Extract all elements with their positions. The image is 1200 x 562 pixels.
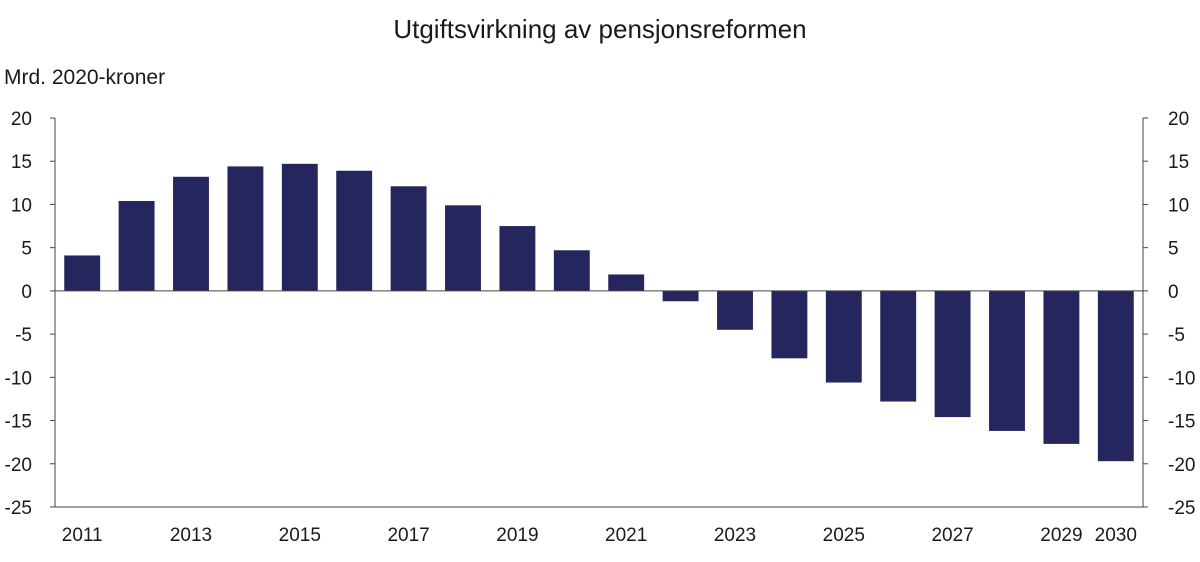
bar-2023	[717, 290, 753, 330]
chart-title: Utgiftsvirkning av pensjonsreformen	[393, 14, 807, 44]
x-ticks: 2011 2013 2015 2017 2019 2021 2023 2025 2027 2029…	[62, 525, 1137, 546]
bar-2021	[608, 274, 645, 291]
bar-2013	[173, 176, 209, 291]
y-tick-label-left: -15	[5, 412, 32, 433]
x-tick-label-2021: 2021	[605, 525, 647, 546]
x-tick-label-2027: 2027	[931, 525, 973, 546]
bar-2017	[390, 186, 427, 291]
x-tick-label-2013: 2013	[170, 525, 212, 546]
y-tick-label-right: 20	[1168, 109, 1189, 130]
y-tick-label-right: 5	[1168, 239, 1179, 260]
bar-2026	[880, 290, 917, 402]
y-tick-label-right: -5	[1168, 325, 1185, 346]
bar-2025	[825, 290, 862, 383]
bar-2030	[1097, 290, 1134, 462]
y-tick-label-right: 0	[1168, 282, 1179, 303]
bars-group	[64, 163, 1134, 462]
y-tick-label-right: -20	[1168, 455, 1195, 476]
x-tick-label-2019: 2019	[496, 525, 538, 546]
bar-2029	[1043, 290, 1080, 444]
x-tick-label-2030: 2030	[1095, 525, 1137, 546]
bar-2020	[553, 250, 590, 291]
y-tick-label-left: 0	[21, 282, 32, 303]
bar-2015	[281, 163, 318, 291]
x-tick-label-2017: 2017	[387, 525, 429, 546]
y-tick-label-left: -10	[5, 368, 32, 389]
y-tick-label-left: -5	[15, 325, 32, 346]
y-tick-label-right: -10	[1168, 368, 1195, 389]
axes-group	[54, 118, 1144, 508]
y-tick-label-right: 10	[1168, 195, 1189, 216]
bar-2014	[227, 166, 264, 291]
y-tick-label-right: -15	[1168, 412, 1195, 433]
y-ticks-left: 20 15 10 5 0 -5 -10 -15 -20 -25	[5, 109, 55, 519]
bar-2027	[934, 290, 971, 418]
x-tick-label-2029: 2029	[1040, 525, 1082, 546]
bar-2011	[64, 255, 101, 291]
y-axis-label: Mrd. 2020-kroner	[4, 66, 166, 89]
x-tick-label-2015: 2015	[279, 525, 321, 546]
bar-2018	[445, 205, 481, 291]
y-tick-label-left: -25	[5, 498, 32, 519]
y-tick-label-left: 10	[11, 195, 32, 216]
x-tick-label-2023: 2023	[714, 525, 756, 546]
y-tick-label-left: 20	[11, 109, 32, 130]
bar-2019	[499, 226, 536, 291]
bar-2012	[118, 200, 155, 291]
y-tick-label-left: 15	[11, 152, 32, 173]
y-tick-label-left: -20	[5, 455, 32, 476]
y-tick-label-left: 5	[21, 239, 32, 260]
bar-2022	[662, 290, 699, 302]
x-tick-label-2011: 2011	[62, 525, 103, 546]
y-tick-label-right: -25	[1168, 498, 1195, 519]
bar-2024	[771, 290, 808, 359]
y-ticks-right: 20 15 10 5 0 -5 -10 -15 -20 -25	[1143, 109, 1195, 519]
bar-2016	[336, 170, 373, 291]
y-tick-label-right: 15	[1168, 152, 1189, 173]
x-tick-label-2025: 2025	[823, 525, 865, 546]
bar-2028	[989, 290, 1025, 431]
